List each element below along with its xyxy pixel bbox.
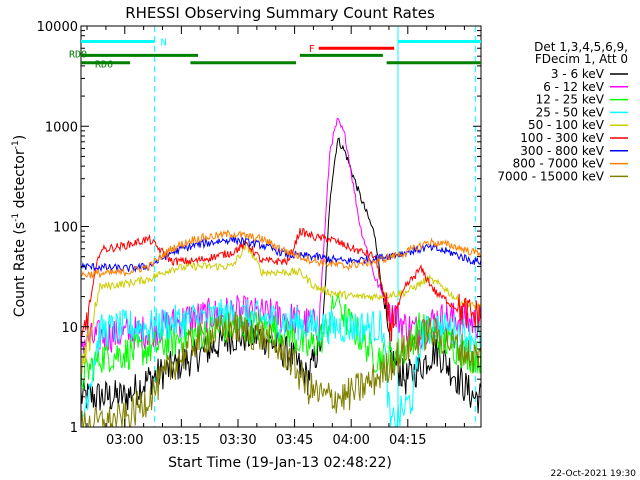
legend-label-3: 25 - 50 keV — [536, 105, 605, 119]
x-tick-label-3: 03:45 — [276, 433, 313, 448]
legend-label-0: 3 - 6 keV — [551, 67, 605, 81]
series-line-8 — [80, 311, 482, 428]
legend-label-5: 100 - 300 keV — [520, 131, 604, 145]
date-stamp: 22-Oct-2021 19:30 — [551, 469, 637, 479]
y-tick-label-4: 10000 — [37, 20, 78, 35]
legend-label-2: 12 - 25 keV — [536, 93, 605, 107]
flag-label-N: N — [161, 38, 167, 49]
x-tick-label-1: 03:15 — [163, 433, 200, 448]
flag-layer: N F RD0 RD6 — [69, 38, 481, 71]
series-line-5 — [80, 227, 482, 342]
legend-label-4: 50 - 100 keV — [528, 118, 605, 132]
legend-subtitle: FDecim 1, Att 0 — [535, 52, 628, 66]
x-tick-label-0: 03:00 — [106, 433, 143, 448]
series-line-2 — [80, 294, 482, 390]
y-label-end: ) — [12, 135, 28, 140]
flag-label-RD0: RD0 — [69, 49, 87, 60]
flag-label-F: F — [309, 44, 315, 55]
y-label-mid: detector — [12, 149, 28, 213]
y-axis-label: Count Rate (s-1 detector-1) — [11, 135, 28, 317]
y-tick-label-0: 1 — [70, 421, 78, 436]
y-label-sup1: -1 — [11, 213, 21, 222]
x-tick-label-5: 04:15 — [389, 433, 426, 448]
y-label-sup2: -1 — [11, 140, 21, 149]
legend: Det 1,3,4,5,6,9, FDecim 1, Att 0 3 - 6 k… — [497, 40, 628, 183]
series-line-3 — [80, 298, 482, 428]
legend-label-7: 800 - 7000 keV — [513, 157, 605, 171]
x-tick-label-4: 04:00 — [332, 433, 369, 448]
series-line-7 — [80, 229, 481, 279]
legend-label-8: 7000 - 15000 keV — [497, 169, 604, 183]
chart-title: RHESSI Observing Summary Count Rates — [125, 4, 435, 22]
series-line-4 — [80, 241, 482, 374]
legend-label-6: 300 - 800 keV — [520, 144, 604, 158]
y-tick-label-1: 10 — [61, 321, 78, 336]
series-line-1 — [80, 117, 482, 354]
series-line-0 — [80, 137, 482, 414]
y-tick-label-2: 100 — [53, 221, 78, 236]
legend-title: Det 1,3,4,5,6,9, — [534, 40, 628, 54]
flag-label-RD6: RD6 — [95, 60, 113, 71]
tick-layer: 1 10 100 1000 10000 03:00 03:15 03:30 03:45 04:00… — [37, 20, 481, 448]
x-tick-label-2: 03:30 — [219, 433, 256, 448]
y-tick-label-3: 1000 — [45, 120, 78, 135]
x-axis-label: Start Time (19-Jan-13 02:48:22) — [168, 455, 392, 471]
legend-label-1: 6 - 12 keV — [543, 80, 605, 94]
y-label-main: Count Rate (s — [12, 222, 28, 317]
